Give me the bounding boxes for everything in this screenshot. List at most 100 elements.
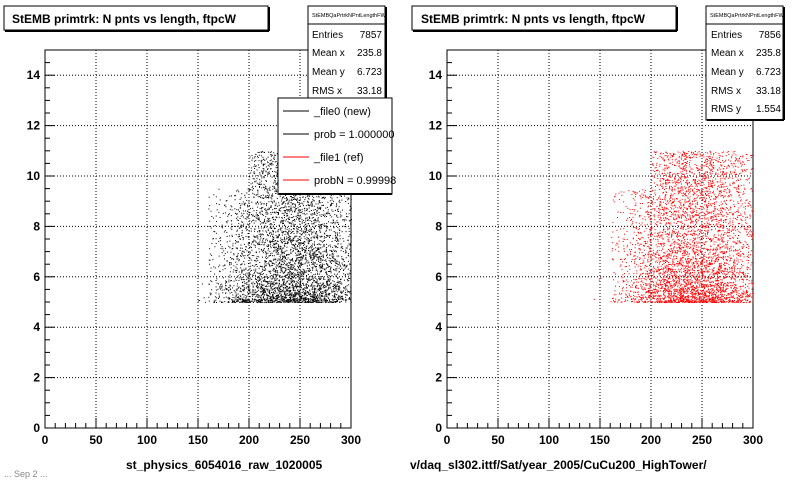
data-point (279, 209, 280, 211)
data-point (318, 248, 320, 250)
data-point (347, 268, 349, 270)
data-point (262, 273, 264, 275)
data-point (309, 293, 311, 294)
data-point (291, 203, 293, 205)
data-point (336, 220, 338, 222)
data-point (335, 260, 337, 262)
data-point (240, 224, 242, 226)
data-point (252, 294, 254, 296)
data-point (248, 273, 250, 275)
data-point (301, 210, 303, 212)
data-point (255, 299, 257, 301)
data-point (288, 272, 290, 274)
data-point (310, 237, 312, 239)
data-point (340, 269, 341, 271)
data-point (239, 238, 241, 240)
data-point (315, 232, 317, 234)
data-point (236, 213, 238, 215)
data-point (276, 191, 278, 193)
data-point (280, 289, 281, 291)
data-point (219, 286, 221, 288)
data-point (329, 244, 331, 246)
data-point (245, 202, 247, 204)
data-point (298, 271, 300, 273)
data-point (246, 210, 248, 212)
data-point (316, 298, 318, 300)
data-point (291, 265, 293, 267)
data-point (706, 263, 708, 265)
data-point (270, 206, 272, 208)
data-point (251, 259, 253, 261)
data-point (221, 252, 223, 254)
data-point (274, 190, 276, 192)
data-point (270, 278, 272, 280)
data-point (232, 258, 234, 260)
data-point (320, 265, 322, 267)
data-point (301, 248, 303, 250)
data-point (330, 276, 332, 277)
data-point (231, 292, 233, 293)
data-point (275, 271, 277, 273)
data-point (288, 286, 290, 288)
data-point (260, 279, 262, 281)
data-point (669, 233, 670, 235)
data-point (279, 288, 281, 290)
legend-label-2: _file1 (ref) (313, 152, 364, 164)
data-point (332, 299, 334, 301)
data-point (315, 277, 317, 279)
data-point (341, 262, 343, 264)
data-point (682, 234, 684, 236)
data-point (325, 248, 327, 250)
data-point (256, 177, 258, 179)
data-point (681, 296, 683, 297)
data-point (314, 293, 316, 295)
data-point (283, 252, 285, 254)
data-point (281, 239, 283, 241)
data-point (316, 299, 318, 301)
data-point (265, 187, 267, 189)
data-point (339, 216, 341, 218)
data-point (259, 251, 260, 253)
data-point (298, 236, 300, 238)
data-point (270, 154, 272, 155)
data-point (338, 201, 340, 203)
data-point (251, 201, 253, 203)
data-point (247, 293, 249, 295)
data-point (331, 259, 333, 261)
data-point (320, 253, 322, 255)
data-point (336, 260, 338, 262)
data-point (249, 302, 251, 303)
data-point (275, 276, 277, 278)
data-point (308, 285, 310, 287)
stats-label-rmsx-left: RMS x (312, 86, 342, 97)
data-point (664, 212, 666, 214)
data-point (283, 299, 284, 301)
data-point (286, 259, 288, 260)
data-point (277, 205, 279, 207)
data-point (227, 289, 229, 291)
data-point (257, 238, 259, 240)
data-point (266, 231, 268, 233)
data-point (226, 241, 228, 243)
data-point (280, 293, 282, 295)
data-point (310, 302, 312, 303)
data-point (306, 292, 308, 294)
data-point (249, 176, 251, 178)
data-point (261, 294, 263, 296)
data-point (343, 287, 345, 289)
data-point (224, 265, 226, 267)
data-point (316, 254, 318, 256)
data-point (259, 221, 261, 222)
data-point (314, 235, 316, 237)
data-point (237, 216, 239, 218)
data-point (282, 251, 284, 253)
data-point (258, 154, 260, 156)
data-point (264, 221, 266, 223)
data-point (231, 223, 233, 225)
data-point (259, 235, 261, 237)
data-point (747, 262, 749, 264)
data-point (331, 216, 333, 218)
data-point (286, 296, 287, 298)
data-point (291, 301, 293, 303)
data-point (318, 243, 320, 245)
